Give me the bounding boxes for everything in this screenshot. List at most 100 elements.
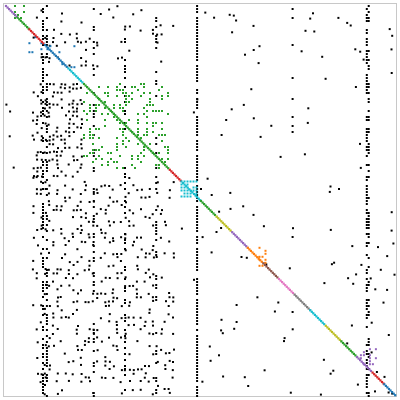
nonzero-entry <box>76 83 78 85</box>
nonzero-entry <box>42 56 44 58</box>
nonzero-entry <box>52 37 55 39</box>
nonzero-entry <box>365 89 368 91</box>
nonzero-entry <box>42 77 44 79</box>
nonzero-entry <box>365 209 368 211</box>
nonzero-entry <box>45 299 48 301</box>
nonzero-entry <box>42 122 44 124</box>
nonzero-entry <box>124 374 126 376</box>
nonzero-entry <box>172 300 175 303</box>
diagonal-entry <box>92 92 95 95</box>
nonzero-entry <box>42 257 44 259</box>
nonzero-entry <box>45 215 48 217</box>
diagonal-entry <box>223 223 226 226</box>
diagonal-entry <box>291 291 295 295</box>
block-entry <box>134 86 136 88</box>
nonzero-entry <box>124 290 126 292</box>
nonzero-entry <box>365 80 368 82</box>
nonzero-entry <box>92 233 95 235</box>
nonzero-entry <box>45 161 48 163</box>
nonzero-entry <box>76 300 79 303</box>
nonzero-entry <box>36 131 39 134</box>
nonzero-entry <box>383 375 386 378</box>
nonzero-entry <box>42 377 44 379</box>
diagonal-entry <box>167 167 170 170</box>
diagonal-entry <box>96 96 100 100</box>
nonzero-entry <box>365 308 368 310</box>
diagonal-entry <box>31 31 34 34</box>
nonzero-entry <box>42 368 44 370</box>
nonzero-entry <box>155 137 158 139</box>
diagonal-entry <box>262 262 265 265</box>
nonzero-entry <box>152 377 155 379</box>
nonzero-entry <box>367 215 370 217</box>
nonzero-entry <box>52 138 55 141</box>
nonzero-entry <box>52 143 55 146</box>
nonzero-entry <box>112 296 115 299</box>
block-entry <box>95 104 97 106</box>
diagonal-entry <box>212 212 215 215</box>
nonzero-entry <box>140 196 143 199</box>
nonzero-entry <box>124 200 126 202</box>
nonzero-entry <box>120 336 122 339</box>
nonzero-entry <box>42 26 44 28</box>
nonzero-entry <box>92 8 95 10</box>
nonzero-entry <box>365 59 368 61</box>
nonzero-entry <box>36 229 39 231</box>
block-entry <box>89 107 91 109</box>
diagonal-entry <box>312 312 315 315</box>
block-entry <box>140 137 142 139</box>
block-entry <box>195 192 198 195</box>
nonzero-entry <box>56 392 59 395</box>
nonzero-entry <box>346 342 349 345</box>
nonzero-entry <box>354 86 357 88</box>
diagonal-entry <box>362 362 365 365</box>
nonzero-entry <box>367 164 370 166</box>
nonzero-entry <box>192 111 195 114</box>
nonzero-entry <box>44 99 47 102</box>
nonzero-entry <box>36 175 39 177</box>
nonzero-entry <box>35 272 38 275</box>
block-entry <box>362 354 365 357</box>
diagonal-entry <box>218 218 221 221</box>
nonzero-entry <box>155 38 158 40</box>
nonzero-entry <box>365 119 368 121</box>
diagonal-entry <box>363 363 366 366</box>
nonzero-entry <box>45 146 48 148</box>
nonzero-entry <box>365 233 368 235</box>
nonzero-entry <box>42 23 44 25</box>
nonzero-entry <box>35 123 38 125</box>
diagonal-entry <box>343 343 346 346</box>
block-entry <box>167 152 169 154</box>
nonzero-entry <box>36 166 39 169</box>
nonzero-entry <box>51 95 54 98</box>
nonzero-entry <box>155 227 158 229</box>
nonzero-entry <box>196 122 199 124</box>
nonzero-entry <box>151 393 154 396</box>
diagonal-entry <box>151 151 154 154</box>
nonzero-entry <box>355 273 358 276</box>
nonzero-entry <box>307 107 310 110</box>
nonzero-entry <box>59 268 62 271</box>
block-entry <box>192 186 195 189</box>
nonzero-entry <box>108 196 111 199</box>
nonzero-entry <box>221 332 224 335</box>
nonzero-entry <box>149 276 151 279</box>
nonzero-entry <box>75 332 78 335</box>
nonzero-entry <box>196 338 199 340</box>
nonzero-entry <box>155 256 158 258</box>
nonzero-entry <box>196 341 199 343</box>
nonzero-entry <box>367 218 370 220</box>
nonzero-entry <box>124 287 126 289</box>
nonzero-entry <box>76 126 79 129</box>
nonzero-entry <box>39 166 42 169</box>
nonzero-entry <box>119 260 122 262</box>
block-entry <box>146 131 148 133</box>
nonzero-entry <box>155 41 158 43</box>
nonzero-entry <box>45 320 48 322</box>
nonzero-entry <box>44 36 47 39</box>
nonzero-entry <box>92 74 95 76</box>
nonzero-entry <box>359 50 362 53</box>
nonzero-entry <box>42 284 44 286</box>
diagonal-entry <box>146 146 150 150</box>
nonzero-entry <box>108 336 110 339</box>
